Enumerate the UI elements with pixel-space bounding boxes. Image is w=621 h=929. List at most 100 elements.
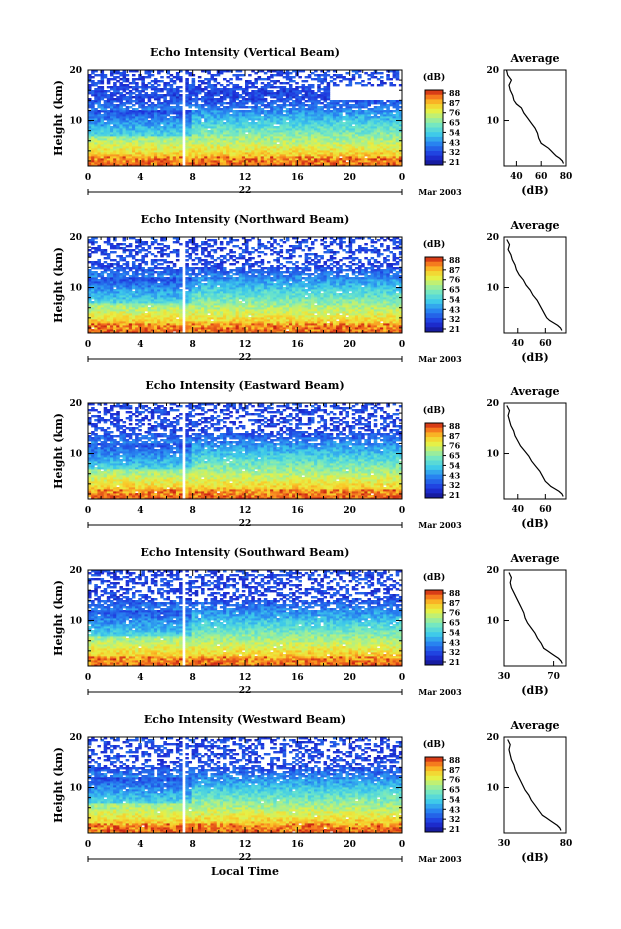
- x-tick-label: 4: [137, 173, 143, 183]
- heatmap-cell: [317, 84, 321, 86]
- heatmap-cell: [126, 106, 130, 108]
- heatmap-cell: [201, 122, 205, 124]
- heatmap-cell: [298, 86, 302, 88]
- heatmap-cell: [157, 84, 161, 86]
- heatmap-cell: [264, 84, 268, 86]
- heatmap-cell: [324, 72, 328, 74]
- heatmap-cell: [223, 78, 227, 80]
- heatmap-cell: [273, 92, 277, 94]
- heatmap-cell: [192, 110, 196, 112]
- heatmap-cell: [145, 106, 149, 108]
- heatmap-cell: [289, 72, 293, 74]
- y-tick-label: 10: [69, 117, 82, 127]
- heatmap-cell: [383, 102, 387, 104]
- heatmap-cell: [151, 102, 155, 104]
- heatmap-cell: [239, 94, 243, 96]
- heatmap-cell: [327, 74, 331, 76]
- heatmap-cell: [258, 106, 262, 108]
- heatmap-cell: [333, 82, 337, 84]
- heatmap-cell: [138, 86, 142, 88]
- heatmap-cell: [377, 72, 381, 74]
- heatmap-cell: [355, 82, 359, 84]
- heatmap-cell: [245, 80, 249, 82]
- heatmap-cell: [204, 78, 208, 80]
- heatmap-cell: [377, 106, 381, 108]
- heatmap-cell: [91, 90, 95, 92]
- heatmap-cell: [179, 76, 183, 78]
- heatmap-cell: [151, 84, 155, 86]
- heatmap-cell: [292, 100, 296, 102]
- heatmap-cell: [239, 110, 243, 112]
- heatmap-cell: [129, 106, 133, 108]
- heatmap-cell: [248, 110, 252, 112]
- colorbar-band: [425, 95, 443, 100]
- heatmap-cell: [167, 118, 171, 120]
- heatmap-cell: [317, 94, 321, 96]
- heatmap-cell: [195, 86, 199, 88]
- heatmap-cell: [116, 104, 120, 106]
- heatmap-cell: [201, 96, 205, 98]
- heatmap-cell: [254, 90, 258, 92]
- heatmap-cell: [207, 90, 211, 92]
- heatmap-cell: [345, 100, 349, 102]
- heatmap-cell: [245, 110, 249, 112]
- heatmap-cell: [364, 84, 368, 86]
- heatmap-cell: [248, 317, 252, 319]
- heatmap-cell: [179, 86, 183, 88]
- heatmap-cell: [223, 86, 227, 88]
- heatmap-cell: [204, 108, 208, 110]
- heatmap-cell: [302, 80, 306, 82]
- heatmap-cell: [380, 100, 384, 102]
- heatmap-cell: [317, 74, 321, 76]
- heatmap-cell: [280, 86, 284, 88]
- heatmap-cell: [264, 78, 268, 80]
- heatmap-cell: [119, 78, 123, 80]
- heatmap-cell: [198, 98, 202, 100]
- heatmap-cell: [145, 313, 149, 315]
- colorbar-label: (dB): [423, 72, 445, 83]
- heatmap-cell: [132, 108, 136, 110]
- heatmap-cell: [236, 110, 240, 112]
- heatmap-cell: [270, 80, 274, 82]
- heatmap-cell: [217, 82, 221, 84]
- heatmap-cell: [138, 110, 142, 112]
- heatmap-cell: [239, 78, 243, 80]
- heatmap-cell: [226, 80, 230, 82]
- x-tick-label: 8: [190, 173, 196, 183]
- heatmap-cell: [311, 78, 315, 80]
- heatmap-cell: [364, 158, 368, 160]
- heatmap-cell: [254, 86, 258, 88]
- heatmap-cell: [151, 92, 155, 94]
- heatmap-cell: [163, 94, 167, 96]
- heatmap-cell: [129, 86, 133, 88]
- heatmap-cell: [320, 74, 324, 76]
- heatmap-cell: [201, 104, 205, 106]
- heatmap-cell: [345, 317, 349, 319]
- heatmap-cell: [324, 104, 328, 106]
- heatmap-cell: [361, 80, 365, 82]
- heatmap-cell: [229, 88, 233, 90]
- heatmap-cell: [116, 86, 120, 88]
- heatmap-cell: [173, 116, 177, 118]
- heatmap-cell: [198, 104, 202, 106]
- heatmap-cell: [132, 78, 136, 80]
- colorbar-band: [425, 142, 443, 147]
- heatmap-cell: [267, 102, 271, 104]
- heatmap-cell: [292, 76, 296, 78]
- heatmap-cell: [349, 78, 353, 80]
- colorbar-tick-label: 54: [449, 127, 461, 137]
- heatmap-cell: [374, 100, 378, 102]
- heatmap-cell: [352, 110, 356, 112]
- heatmap-cell: [145, 102, 149, 104]
- heatmap-cell: [173, 88, 177, 90]
- heatmap-cell: [273, 106, 277, 108]
- heatmap-cell: [210, 84, 214, 86]
- heatmap-cell: [339, 315, 343, 317]
- heatmap-cell: [336, 84, 340, 86]
- heatmap-cell: [386, 104, 390, 106]
- heatmap-cell: [151, 74, 155, 76]
- heatmap-cell: [311, 90, 315, 92]
- heatmap-cell: [123, 94, 127, 96]
- heatmap-cell: [342, 100, 346, 102]
